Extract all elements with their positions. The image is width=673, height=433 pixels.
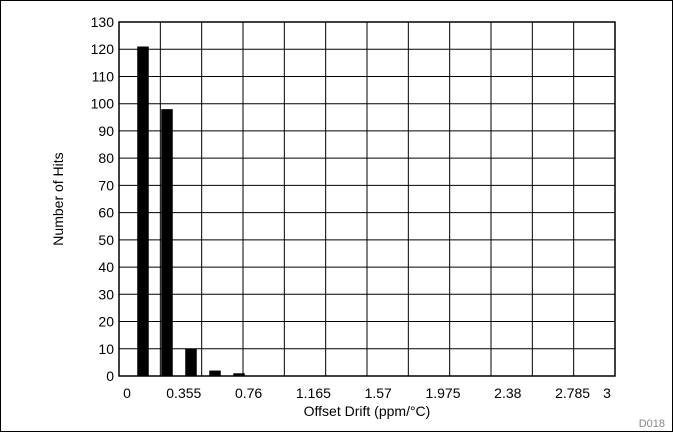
x-axis-label: Offset Drift (ppm/°C) (304, 403, 431, 419)
y-tick-label: 80 (98, 150, 114, 166)
y-tick-label: 40 (98, 259, 114, 275)
y-tick-label: 130 (91, 14, 115, 30)
y-tick-label: 60 (98, 205, 114, 221)
x-tick-label: 3 (603, 385, 611, 401)
grid-layer (119, 22, 615, 376)
y-axis-label: Number of Hits (50, 152, 66, 245)
x-tick-label: 0.355 (166, 385, 201, 401)
bar (233, 373, 245, 376)
bar (137, 47, 149, 376)
y-tick-label: 110 (92, 68, 115, 84)
x-tick-label: 1.57 (365, 385, 392, 401)
y-tick-label: 120 (91, 41, 115, 57)
y-tick-label: 20 (98, 314, 114, 330)
y-tick-label: 10 (98, 341, 114, 357)
figure-code: D018 (639, 418, 665, 430)
y-tick-labels: 0 10 20 30 40 50 60 70 80 90 100 110 120 130 (91, 14, 115, 384)
bar (185, 349, 197, 376)
x-tick-label: 2.38 (494, 385, 521, 401)
y-tick-label: 70 (98, 177, 114, 193)
bars-layer (137, 47, 245, 376)
y-tick-label: 90 (98, 123, 114, 139)
bar (209, 371, 221, 376)
y-tick-label: 0 (106, 368, 114, 384)
bar (161, 109, 173, 376)
x-tick-labels: 0 0.355 0.76 1.165 1.57 1.975 2.38 2.785 3 (123, 385, 611, 401)
x-tick-label: 0.76 (235, 385, 262, 401)
y-tick-label: 50 (98, 232, 114, 248)
x-tick-label: 1.975 (425, 385, 460, 401)
x-tick-label: 1.165 (296, 385, 331, 401)
x-tick-label: 2.785 (555, 385, 590, 401)
x-tick-label: 0 (123, 385, 131, 401)
y-tick-label: 30 (98, 286, 114, 302)
y-tick-label: 100 (91, 96, 115, 112)
